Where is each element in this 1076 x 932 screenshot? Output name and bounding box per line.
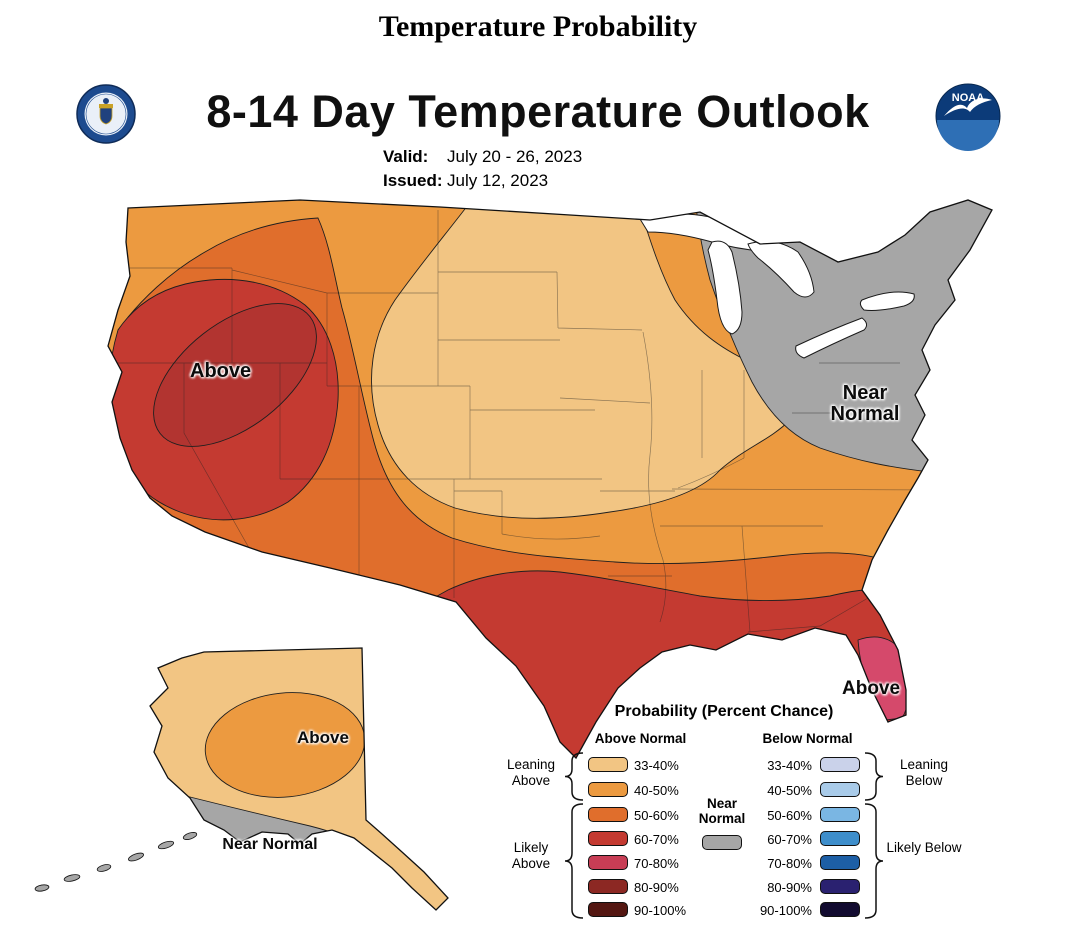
legend-label-below-70-80: 70-80% [767,856,812,871]
map-label-northeast-near-normal: Near Normal [830,382,900,425]
legend-likely-below-label: Likely Below [886,840,962,855]
leaning-below-brace [864,752,884,801]
alaska-outline [149,647,449,911]
legend-leaning-above-label: Leaning Above [506,757,556,788]
noaa-logo-icon: NOAA [935,83,1001,151]
map-label-alaska-near-normal: Near Normal [222,836,318,853]
legend-swatch-near-normal [702,835,742,850]
issued-label: Issued: [383,171,443,190]
lake-erie [795,317,868,359]
seal-chief [99,104,113,108]
legend-label-above-50-60: 50-60% [634,808,679,823]
likely-above-brace [564,803,584,919]
noaa-logo-text: NOAA [952,92,984,104]
legend-swatch-above-60-70 [588,831,628,846]
legend-swatch-below-60-70 [820,831,860,846]
legend-label-below-40-50: 40-50% [767,783,812,798]
legend-swatch-below-33-40 [820,757,860,772]
seal-crest [103,98,109,104]
conus-outline [107,199,993,760]
page-title: Temperature Probability [378,10,698,43]
legend-label-below-60-70: 60-70% [767,832,812,847]
legend-likely-above-label: Likely Above [511,840,551,871]
lake-huron [747,240,815,298]
legend-below-header: Below Normal [762,731,853,746]
region-above-33-40 [371,204,794,519]
commerce-seal-icon [76,84,136,144]
noaa-gull [944,98,992,116]
valid-value: July 20 - 26, 2023 [447,147,583,166]
likely-below-brace [864,803,884,919]
legend-swatch-above-70-80 [588,855,628,870]
legend-label-above-40-50: 40-50% [634,783,679,798]
legend-swatch-below-80-90 [820,879,860,894]
seal-inner-ring [85,93,127,135]
valid-line: Valid: July 20 - 26, 2023 [383,147,582,167]
legend-swatch-below-40-50 [820,782,860,797]
legend-leaning-below-label: Leaning Below [899,757,949,788]
lake-ontario [859,291,915,311]
region-above-70-80-west-core [153,303,317,447]
aleutian-island [157,840,175,850]
legend-near-normal-label: Near Normal [698,796,746,826]
valid-label: Valid: [383,147,429,166]
lake-michigan [707,240,743,335]
legend-label-above-90-100: 90-100% [634,903,687,918]
outlook-title: 8-14 Day Temperature Outlook [206,86,870,137]
map-label-florida-above: Above [842,678,901,699]
issued-value: July 12, 2023 [447,171,549,190]
seal-shield [99,107,113,125]
aleutian-islands [34,832,198,892]
legend-above-header: Above Normal [594,731,687,746]
issued-line: Issued: July 12, 2023 [383,171,548,191]
region-above-60-70-south [419,570,921,758]
aleutian-island [128,852,144,862]
legend-swatch-below-70-80 [820,855,860,870]
legend-label-below-50-60: 50-60% [767,808,812,823]
leaning-above-brace [564,752,584,801]
legend-label-below-90-100: 90-100% [759,903,812,918]
legend-swatch-above-90-100 [588,902,628,917]
legend-label-below-33-40: 33-40% [767,758,812,773]
aleutian-island [96,864,112,872]
alaska-regions [150,648,448,910]
state-borders [110,210,939,633]
legend-swatch-below-50-60 [820,807,860,822]
legend-swatch-below-90-100 [820,902,860,917]
legend-label-above-80-90: 80-90% [634,880,679,895]
legend-swatch-above-40-50 [588,782,628,797]
legend-title: Probability (Percent Chance) [614,703,834,720]
legend-swatch-above-50-60 [588,807,628,822]
legend-label-below-80-90: 80-90% [767,880,812,895]
aleutian-island [182,832,198,840]
legend-label-above-70-80: 70-80% [634,856,679,871]
map-label-west-above: Above [190,360,252,382]
noaa-sea [937,120,999,151]
legend-swatch-above-33-40 [588,757,628,772]
aleutian-island [34,884,50,892]
aleutian-island [63,874,81,882]
legend-swatch-above-80-90 [588,879,628,894]
map-label-alaska-above: Above [297,728,349,747]
legend-label-above-33-40: 33-40% [634,758,679,773]
legend-label-above-60-70: 60-70% [634,832,679,847]
